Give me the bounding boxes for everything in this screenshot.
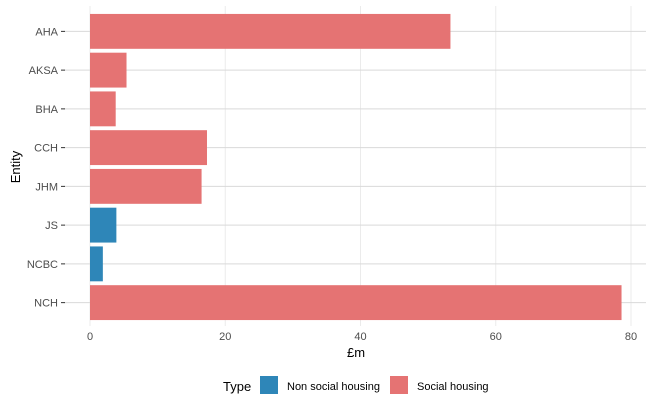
legend-title: Type — [223, 379, 251, 394]
x-tick-label-80: 80 — [625, 331, 637, 343]
y-tick-label-ncbc: NCBC — [27, 259, 58, 271]
legend-swatch-non-social-housing — [260, 376, 278, 394]
x-tick-label-60: 60 — [490, 331, 502, 343]
x-axis: 0 20 40 60 80 — [87, 331, 637, 343]
bar-js — [90, 207, 117, 243]
y-tick-label-nch: NCH — [34, 298, 58, 310]
y-tick-label-cch: CCH — [34, 143, 58, 155]
y-tick-label-aha: AHA — [35, 26, 58, 38]
gridlines — [64, 6, 646, 326]
bar-nch — [90, 285, 622, 321]
bar-cch — [90, 130, 207, 166]
bar-bha — [90, 91, 116, 127]
y-axis: AHA AKSA BHA CCH JHM JS NCBC NCH — [27, 26, 65, 310]
y-tick-label-js: JS — [45, 220, 58, 232]
legend: Type Non social housing Social housing — [223, 376, 489, 394]
x-tick-label-20: 20 — [219, 331, 231, 343]
legend-label-non-social-housing: Non social housing — [287, 381, 380, 393]
x-axis-title: £m — [347, 345, 365, 360]
x-tick-label-40: 40 — [354, 331, 366, 343]
y-axis-title: Entity — [8, 150, 23, 183]
y-tick-label-aksa: AKSA — [29, 65, 59, 77]
legend-swatch-social-housing — [390, 376, 408, 394]
bars — [90, 13, 622, 321]
bar-aksa — [90, 52, 127, 88]
bar-ncbc — [90, 246, 103, 282]
legend-label-social-housing: Social housing — [417, 381, 489, 393]
bar-aha — [90, 13, 451, 49]
y-tick-label-bha: BHA — [35, 104, 58, 116]
y-tick-label-jhm: JHM — [35, 181, 58, 193]
x-tick-label-0: 0 — [87, 331, 93, 343]
bar-jhm — [90, 168, 202, 204]
